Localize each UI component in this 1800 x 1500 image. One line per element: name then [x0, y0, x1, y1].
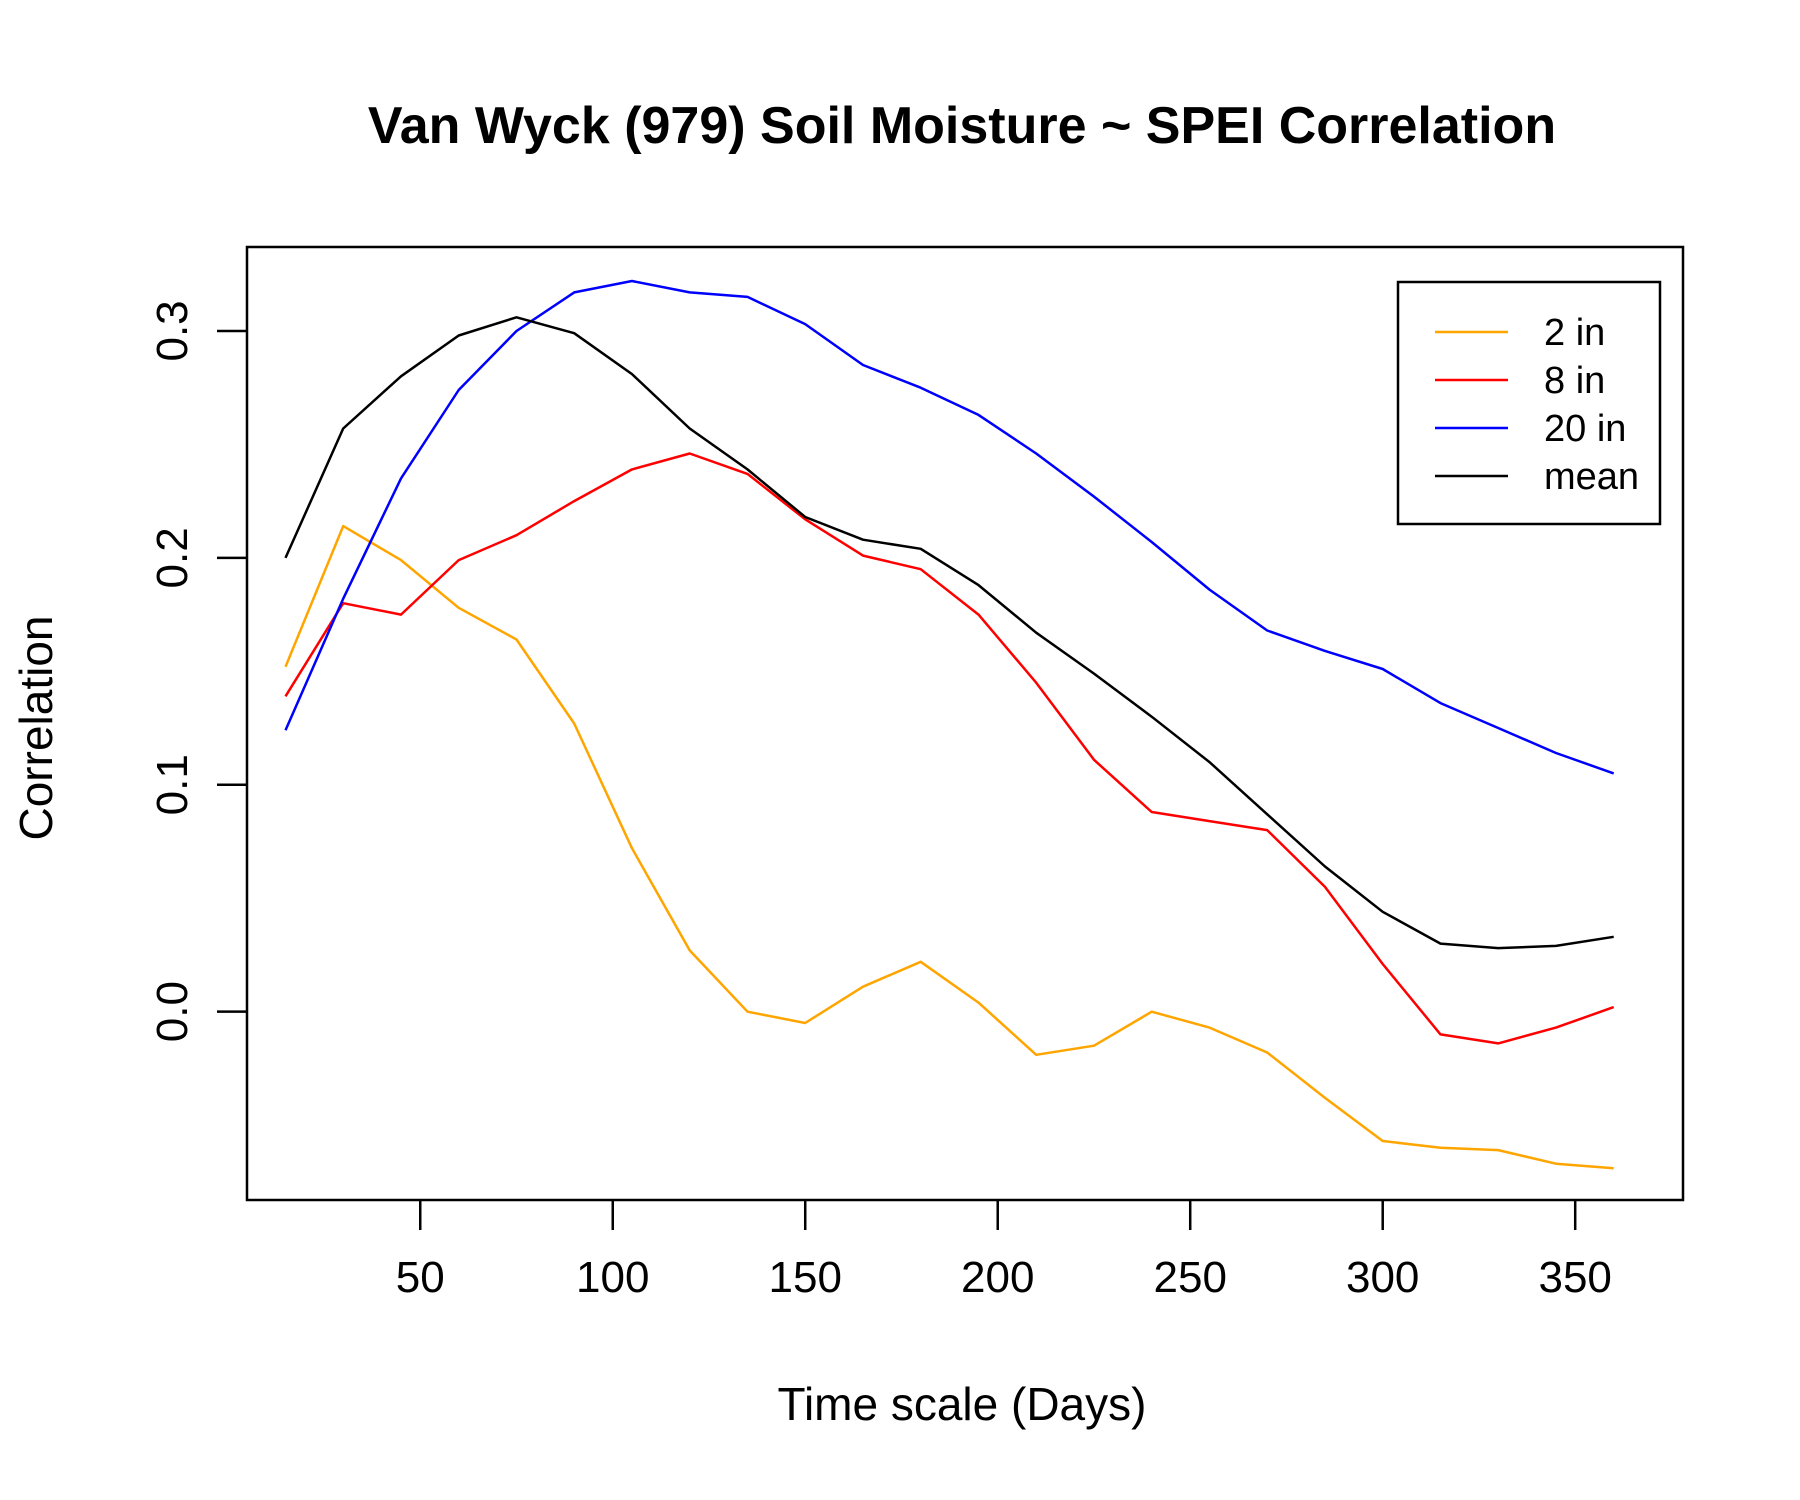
y-tick-label: 0.2 [148, 527, 197, 588]
legend-label: 8 in [1544, 360, 1605, 402]
series-line-mean [284, 316, 1614, 950]
legend-label: 2 in [1544, 312, 1605, 354]
x-tick-label: 200 [961, 1253, 1034, 1302]
x-axis-label: Time scale (Days) [778, 1378, 1147, 1430]
x-tick-label: 250 [1154, 1253, 1227, 1302]
x-tick-label: 350 [1538, 1253, 1611, 1302]
legend-label: 20 in [1544, 408, 1626, 450]
plot-frame [245, 245, 1685, 1202]
y-tick-label: 0.0 [148, 981, 197, 1042]
x-tick-label: 300 [1346, 1253, 1419, 1302]
series-line-2-in [284, 524, 1614, 1170]
x-tick-label: 50 [396, 1253, 445, 1302]
series-line-8-in [284, 452, 1615, 1045]
y-tick-label: 0.1 [148, 754, 197, 815]
chart-title: Van Wyck (979) Soil Moisture ~ SPEI Corr… [368, 97, 1556, 155]
legend-label: mean [1544, 456, 1639, 498]
x-tick-label: 100 [576, 1253, 649, 1302]
series-layer [284, 279, 1615, 1170]
legend-box [1396, 280, 1662, 526]
x-tick-label: 150 [769, 1253, 842, 1302]
plot-area [245, 245, 1685, 1202]
y-axis-label: Correlation [10, 616, 62, 841]
x-axis: 50 100 150 200 250 300 350 [396, 1200, 1612, 1302]
y-tick-label: 0.3 [148, 300, 197, 361]
series-line-20-in [284, 279, 1615, 775]
y-axis: 0.0 0.1 0.2 0.3 [148, 300, 247, 1042]
legend: 2 in 8 in 20 in mean [1396, 280, 1662, 526]
